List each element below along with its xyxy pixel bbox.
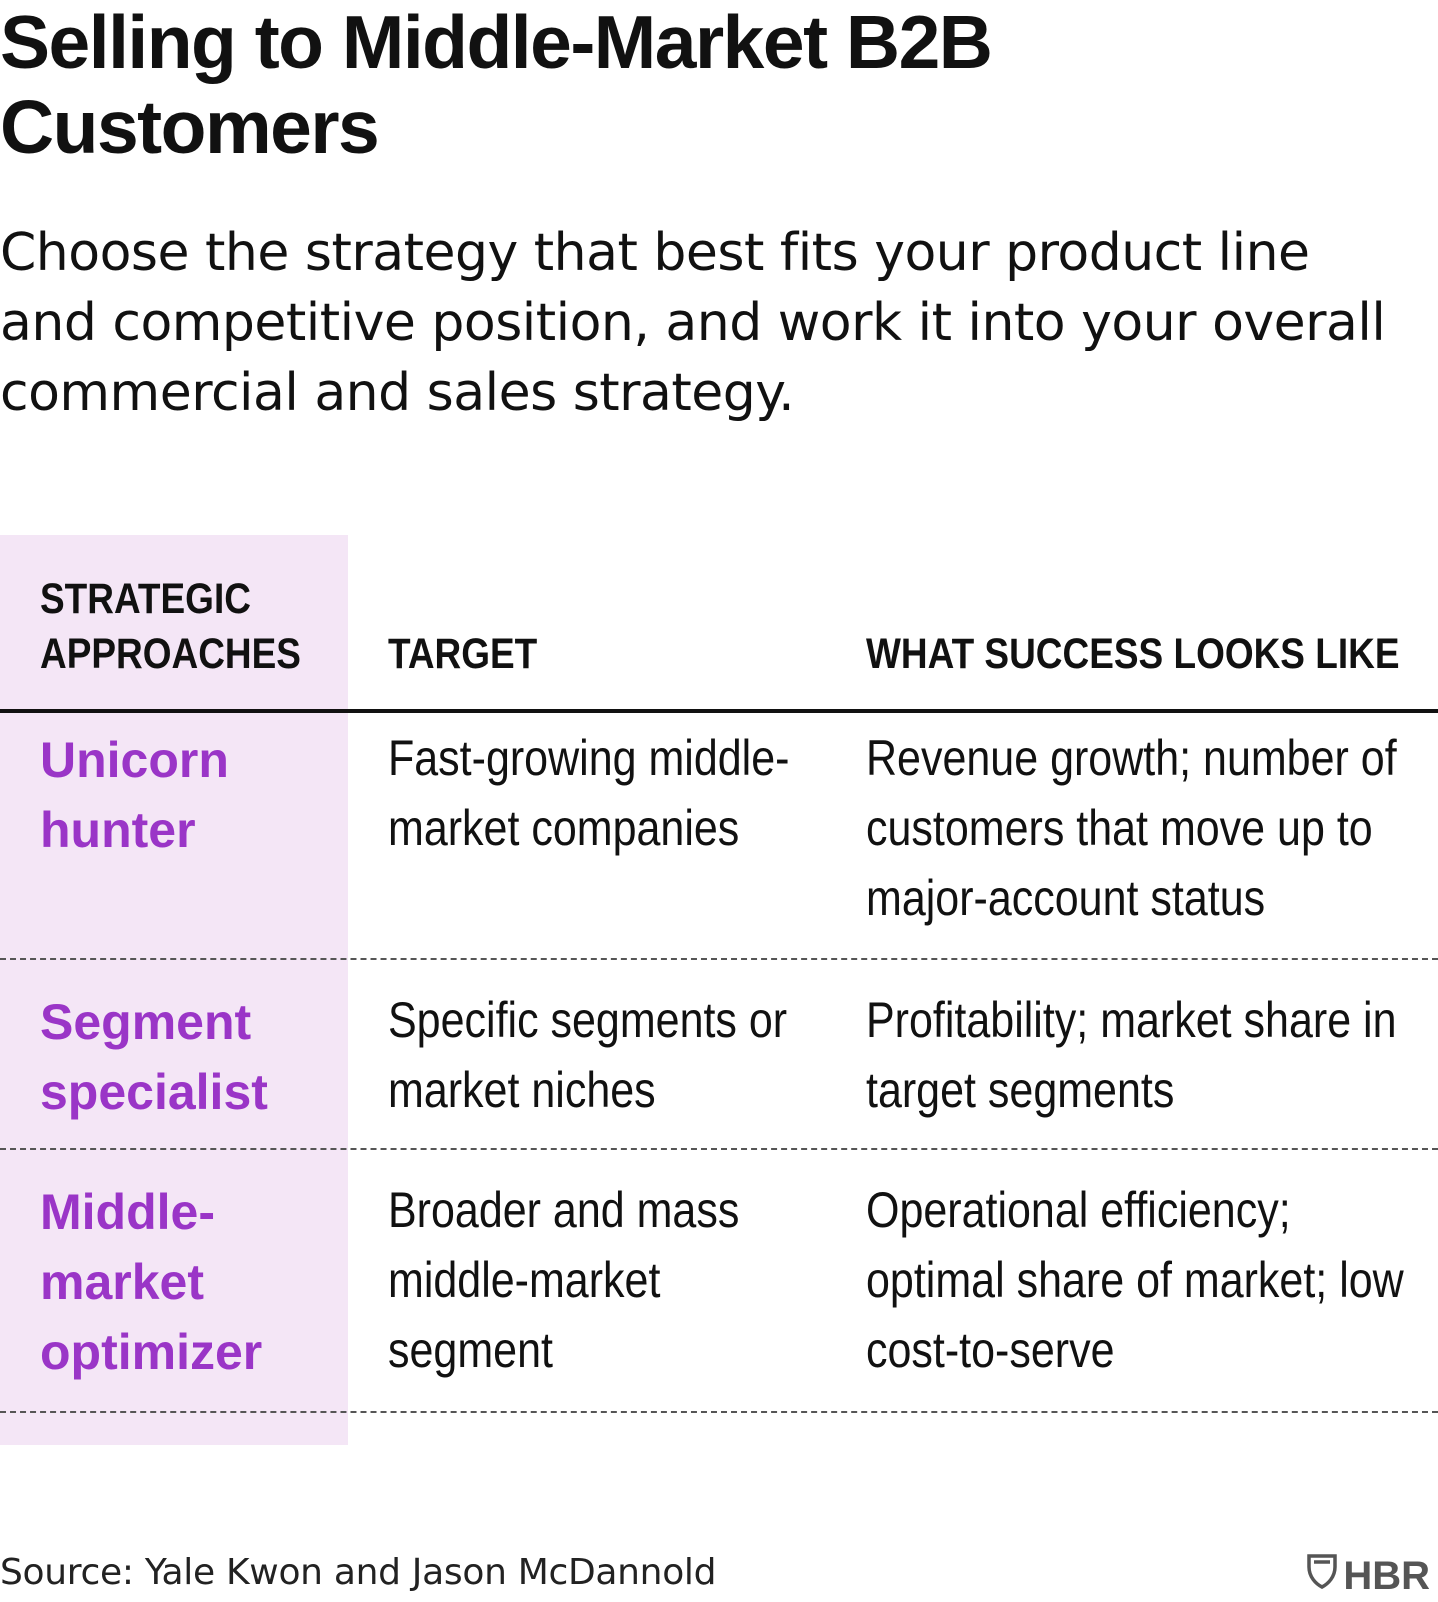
row-middle-market-optimizer-target: Broader and mass middle-market segment [388, 1182, 740, 1378]
source-note: Source: Yale Kwon and Jason McDannold [0, 1552, 717, 1593]
row-unicorn-hunter-approach: Unicorn hunter [40, 732, 229, 858]
row-middle-market-optimizer-success: Operational efficiency; optimal share of… [866, 1182, 1404, 1378]
row-segment-specialist-target: Specific segments or market niches [388, 992, 788, 1118]
header-what-success-looks-like: WHAT SUCCESS LOOKS LIKE [866, 630, 1400, 678]
page-title: Selling to Middle-Market B2B Customers [0, 0, 993, 169]
row-divider [0, 958, 1438, 960]
row-unicorn-hunter-target: Fast-growing middle-market companies [388, 730, 790, 856]
header-divider [0, 709, 1438, 713]
row-unicorn-hunter-success: Revenue growth; number of customers that… [866, 730, 1397, 926]
row-segment-specialist-approach: Segment specialist [40, 994, 268, 1120]
page-subtitle: Choose the strategy that best fits your … [0, 223, 1386, 423]
hbr-logo: HBR [1307, 1553, 1430, 1598]
row-divider [0, 1411, 1438, 1413]
strategy-table: STRATEGIC APPROACHES TARGET WHAT SUCCESS… [0, 535, 1438, 1445]
approach-column-background [0, 535, 348, 1445]
row-segment-specialist-success: Profitability; market share in target se… [866, 992, 1397, 1118]
header-strategic-approaches: STRATEGIC APPROACHES [40, 575, 301, 678]
row-middle-market-optimizer-approach: Middle-market optimizer [40, 1184, 263, 1380]
row-divider [0, 1148, 1438, 1150]
shield-icon [1307, 1553, 1338, 1598]
logo-text: HBR [1343, 1553, 1430, 1598]
header-target: TARGET [388, 630, 538, 678]
